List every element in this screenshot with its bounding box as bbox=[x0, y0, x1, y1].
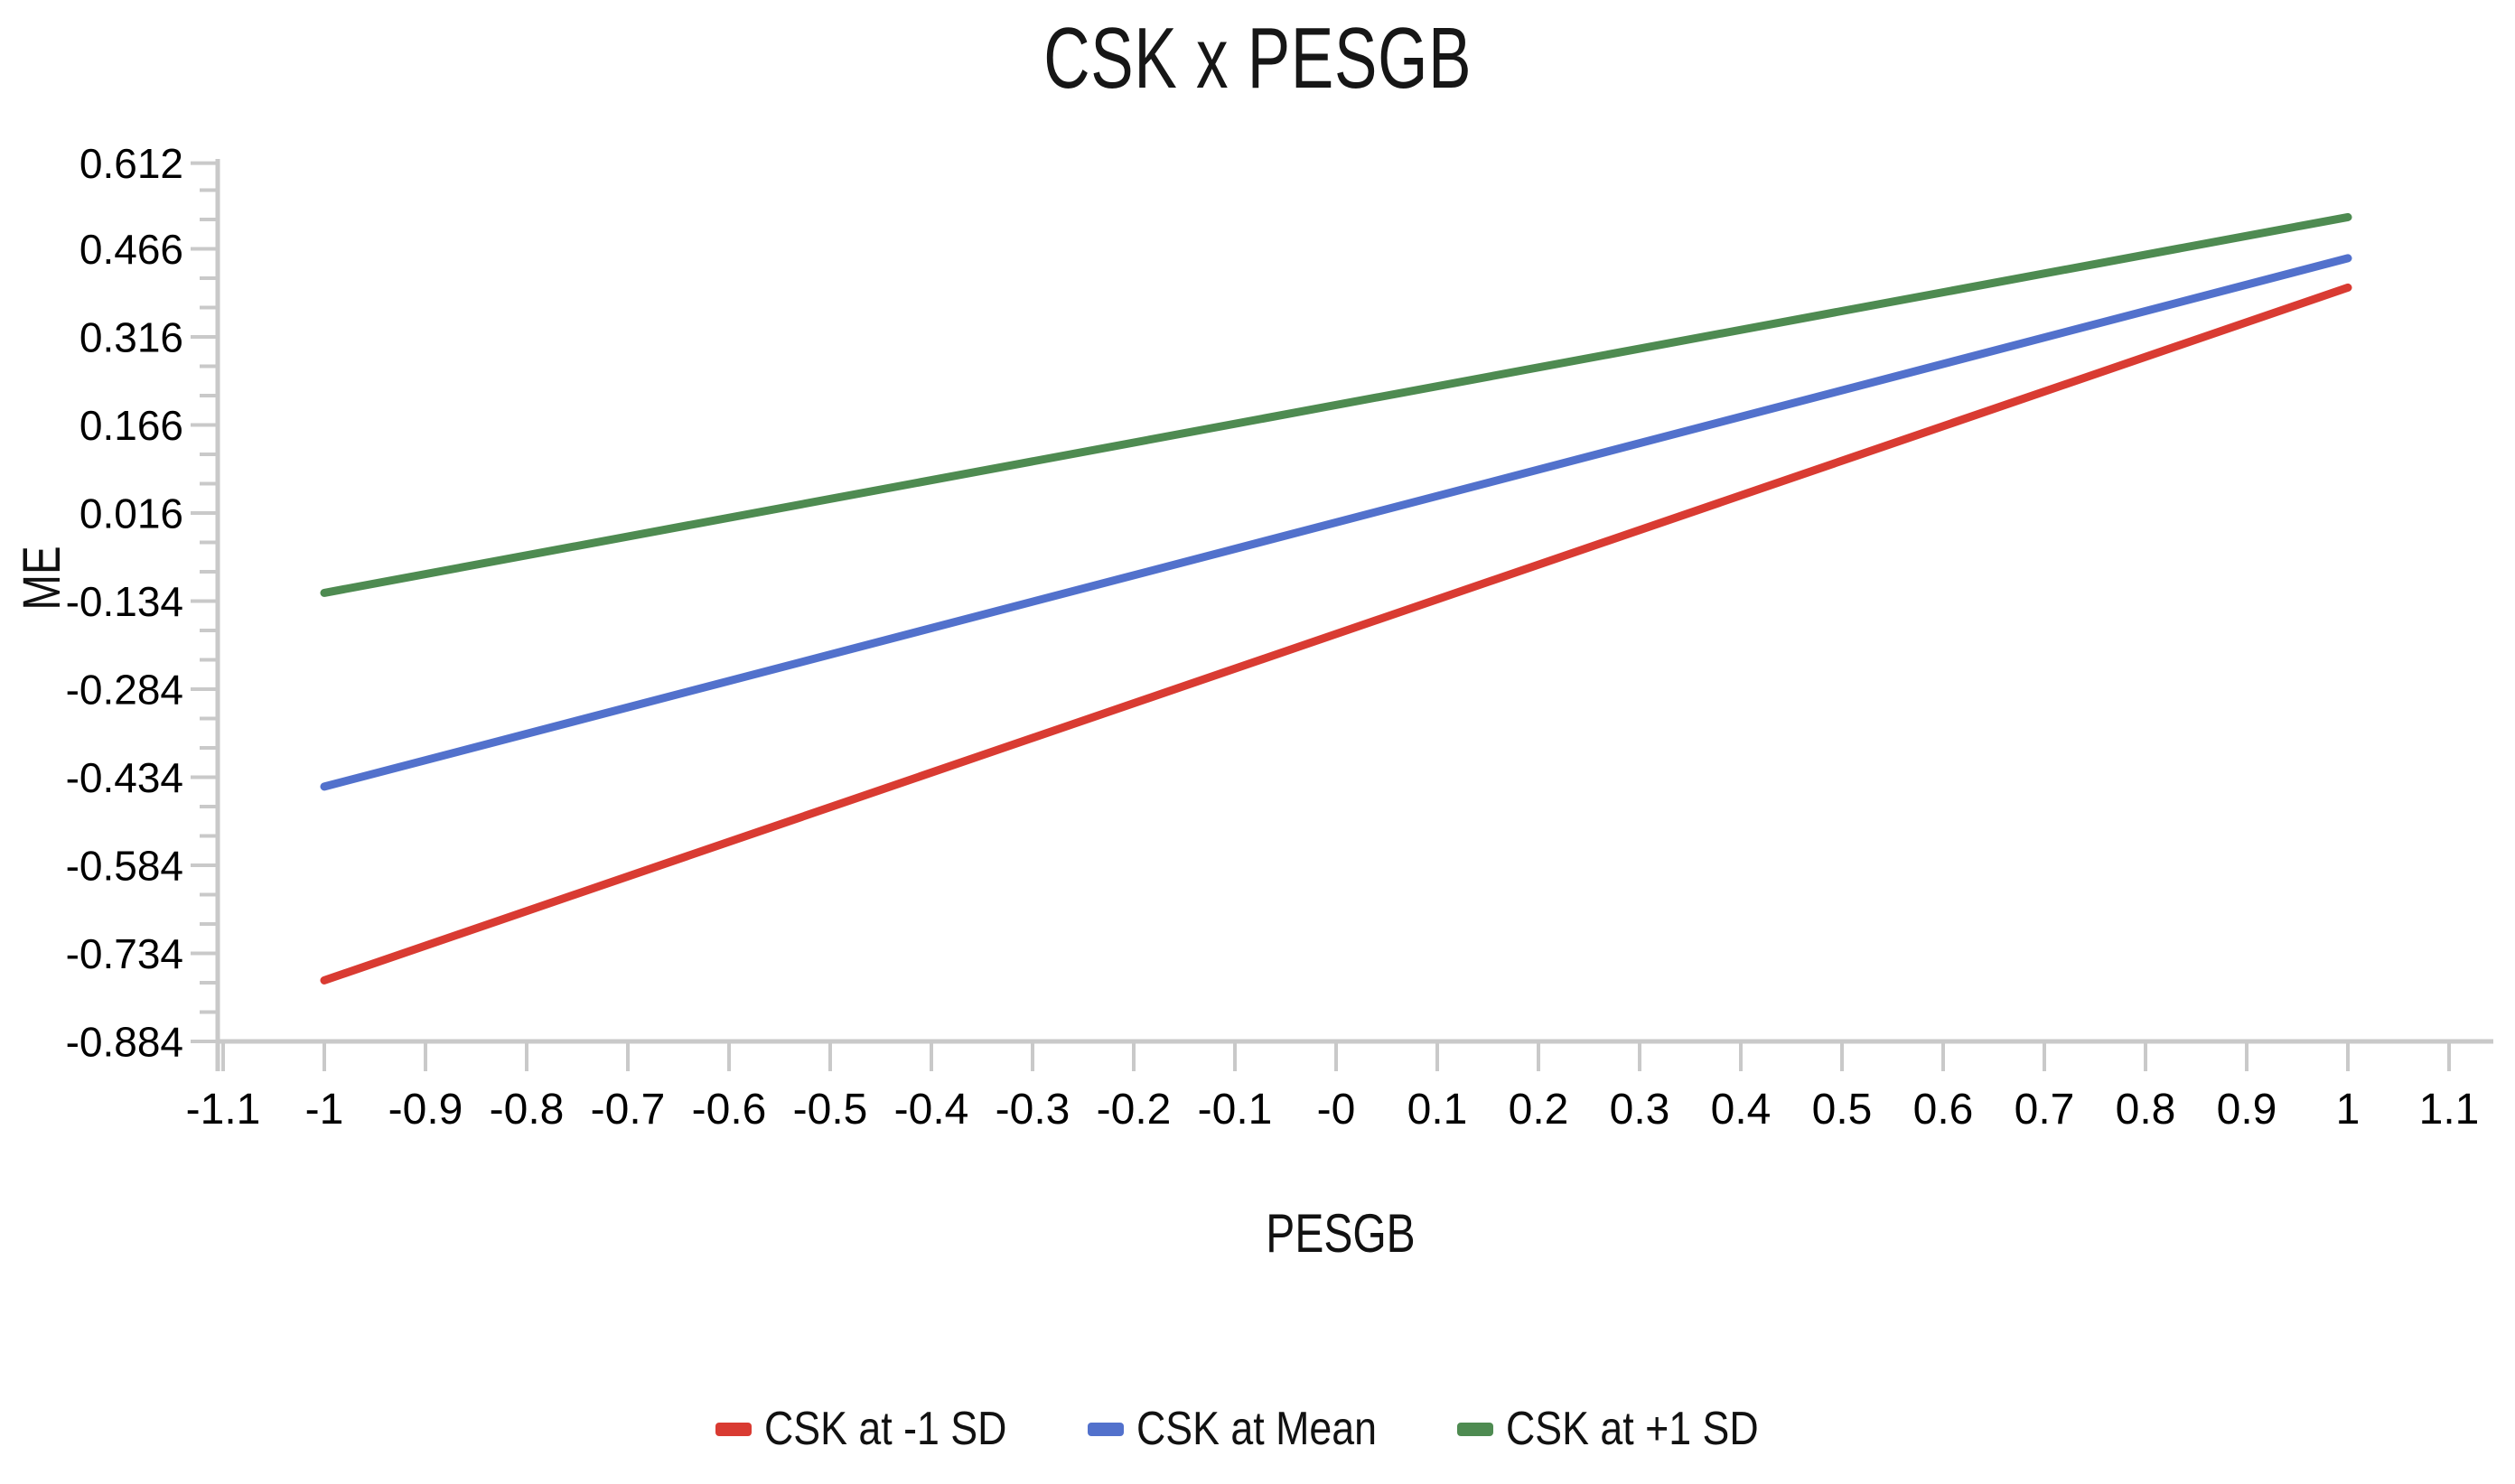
y-axis-title: ME bbox=[14, 546, 72, 610]
y-tick-label: -0.734 bbox=[66, 930, 183, 977]
y-tick-label: -0.284 bbox=[66, 667, 183, 714]
legend-label: CSK at +1 SD bbox=[1506, 1403, 1759, 1455]
x-tick-label: 0.5 bbox=[1812, 1086, 1873, 1134]
x-tick-label: 0.1 bbox=[1407, 1086, 1468, 1134]
legend-swatch-red bbox=[715, 1422, 752, 1436]
axes-layer: 0.612 0.466 0.316 0.166 0.016 -0.134 -0.284 -0.… bbox=[66, 140, 2493, 1134]
x-tick-label: 0.2 bbox=[1509, 1086, 1569, 1134]
x-tick-label: -1 bbox=[305, 1086, 344, 1134]
y-tick-label: -0.134 bbox=[66, 578, 183, 625]
x-tick-label: -0.4 bbox=[894, 1086, 969, 1134]
y-tick-label: 0.612 bbox=[79, 140, 183, 187]
x-tick-label: 0.3 bbox=[1610, 1086, 1670, 1134]
chart-title-row: CSK x PESGB bbox=[0, 9, 2515, 108]
y-tick-label: 0.466 bbox=[79, 226, 183, 273]
x-tick-label: -0.3 bbox=[996, 1086, 1071, 1134]
chart-title: CSK x PESGB bbox=[1043, 10, 1472, 107]
legend-label: CSK at -1 SD bbox=[763, 1403, 1007, 1455]
x-tick-label: 0.6 bbox=[1913, 1086, 1974, 1134]
x-tick-label: -0.2 bbox=[1097, 1086, 1172, 1134]
x-tick-label: -0.8 bbox=[490, 1086, 565, 1134]
x-tick-label: 0.9 bbox=[2217, 1086, 2277, 1134]
x-tick-label: -0.5 bbox=[793, 1086, 868, 1134]
x-tick-label: -0.1 bbox=[1198, 1086, 1273, 1134]
legend-label: CSK at Mean bbox=[1136, 1403, 1377, 1455]
x-tick-label: -1.1 bbox=[186, 1086, 261, 1134]
y-tick-label: 0.016 bbox=[79, 490, 183, 537]
x-tick-label: 0.4 bbox=[1711, 1086, 1772, 1134]
legend: CSK at -1 SD CSK at Mean CSK at +1 SD bbox=[0, 1402, 2515, 1456]
legend-item-csk-minus-1sd: CSK at -1 SD bbox=[715, 1402, 1046, 1456]
x-tick-label: -0.6 bbox=[692, 1086, 767, 1134]
legend-item-csk-plus-1sd: CSK at +1 SD bbox=[1457, 1402, 1800, 1456]
x-tick-label: -0.9 bbox=[388, 1086, 463, 1134]
x-tick-label: -0 bbox=[1317, 1086, 1356, 1134]
y-tick-label: -0.884 bbox=[66, 1019, 183, 1066]
y-tick-label: -0.584 bbox=[66, 843, 183, 890]
legend-item-csk-mean: CSK at Mean bbox=[1087, 1402, 1416, 1456]
series-line-csk-at-1-sd bbox=[320, 212, 2352, 597]
legend-swatch-green bbox=[1457, 1422, 1494, 1436]
y-tick-label: 0.166 bbox=[79, 402, 183, 449]
x-tick-label: 1.1 bbox=[2419, 1086, 2480, 1134]
y-tick-label: -0.434 bbox=[66, 754, 183, 801]
x-tick-label: 1 bbox=[2336, 1086, 2361, 1134]
series-line-csk-at-1-sd bbox=[320, 283, 2352, 985]
x-tick-label: 0.7 bbox=[2015, 1086, 2075, 1134]
series-layer bbox=[320, 212, 2352, 985]
x-axis-title: PESGB bbox=[1266, 1203, 1415, 1264]
x-tick-label: -0.7 bbox=[591, 1086, 666, 1134]
series-line-csk-at-mean bbox=[320, 254, 2352, 791]
x-tick-label: 0.8 bbox=[2116, 1086, 2176, 1134]
legend-swatch-blue bbox=[1087, 1422, 1124, 1436]
y-tick-label: 0.316 bbox=[79, 314, 183, 361]
